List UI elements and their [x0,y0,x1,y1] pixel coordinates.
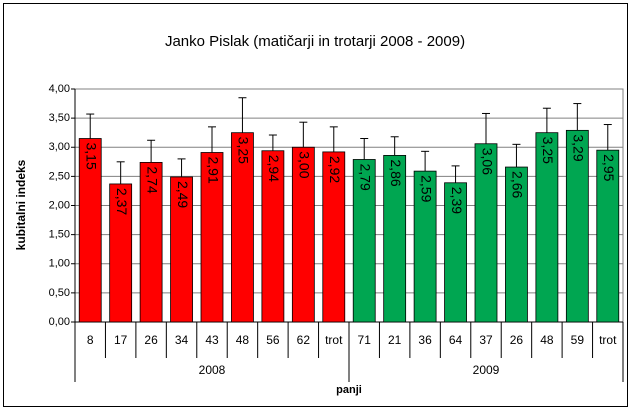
y-tick-label: 2,00 [49,199,70,211]
y-axis-label: kubitalni indeks [14,159,28,250]
x-tick-label: 59 [571,333,585,347]
group-label: 2008 [199,363,226,377]
value-label: 2,37 [114,188,130,215]
value-label: 3,25 [236,137,252,164]
value-label: 3,25 [540,137,556,164]
value-label: 3,06 [479,148,495,175]
x-tick-label: 21 [388,333,402,347]
x-tick-label: 8 [87,333,94,347]
value-label: 3,29 [571,134,587,161]
y-tick-label: 0,00 [49,316,70,328]
y-tick-label: 1,00 [49,258,70,270]
x-tick-label: 36 [418,333,432,347]
x-tick-label: 56 [266,333,280,347]
value-label: 2,92 [327,156,343,183]
value-label: 2,74 [144,166,160,193]
value-label: 2,86 [388,159,404,186]
x-tick-label: 62 [297,333,311,347]
y-tick-label: 4,00 [49,83,70,95]
value-label: 2,94 [266,155,282,182]
x-tick-label: 48 [236,333,250,347]
x-tick-label: 26 [144,333,158,347]
value-label: 3,15 [84,143,100,170]
group-label: 2009 [473,363,500,377]
value-label: 2,59 [418,175,434,202]
y-tick-label: 3,00 [49,141,70,153]
x-tick-label: 64 [449,333,463,347]
value-label: 3,00 [297,151,313,178]
x-tick-label: 26 [510,333,524,347]
x-tick-label: 34 [175,333,189,347]
x-tick-label: 43 [205,333,219,347]
y-tick-label: 2,50 [49,170,70,182]
y-tick-label: 3,50 [49,112,70,124]
y-tick-label: 1,50 [49,229,70,241]
value-label: 2,91 [205,156,221,183]
x-tick-label: 17 [114,333,128,347]
value-label: 2,66 [510,171,526,198]
value-label: 2,95 [601,154,617,181]
x-tick-label: 37 [479,333,493,347]
value-label: 2,49 [175,181,191,208]
x-tick-label: trot [599,333,617,347]
chart-title: Janko Pislak (matičarji in trotarji 2008… [165,33,465,50]
value-label: 2,39 [449,187,465,214]
x-axis-label: panji [336,384,362,396]
x-tick-label: trot [325,333,343,347]
value-label: 2,79 [358,163,374,190]
y-tick-label: 0,50 [49,287,70,299]
x-tick-label: 71 [358,333,372,347]
x-tick-label: 48 [540,333,554,347]
